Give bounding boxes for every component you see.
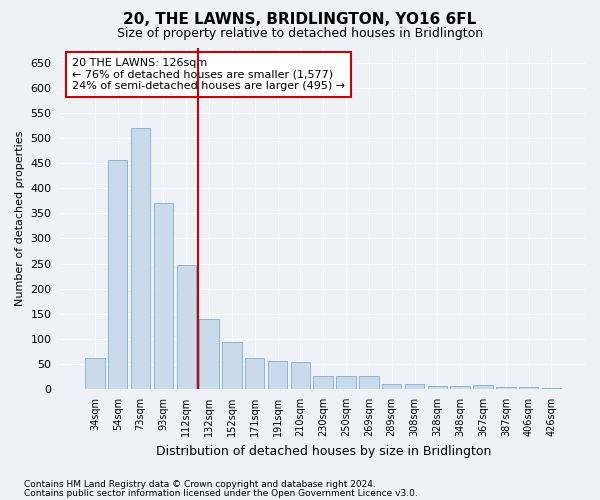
- Text: 20, THE LAWNS, BRIDLINGTON, YO16 6FL: 20, THE LAWNS, BRIDLINGTON, YO16 6FL: [124, 12, 476, 28]
- Bar: [337, 376, 356, 389]
- Bar: [519, 387, 538, 389]
- Bar: [199, 319, 219, 389]
- Bar: [154, 204, 173, 389]
- Bar: [473, 384, 493, 389]
- Bar: [290, 362, 310, 389]
- Text: Size of property relative to detached houses in Bridlington: Size of property relative to detached ho…: [117, 28, 483, 40]
- X-axis label: Distribution of detached houses by size in Bridlington: Distribution of detached houses by size …: [155, 444, 491, 458]
- Bar: [268, 360, 287, 389]
- Bar: [359, 376, 379, 389]
- Bar: [85, 358, 104, 389]
- Bar: [313, 376, 333, 389]
- Bar: [222, 342, 242, 389]
- Text: Contains HM Land Registry data © Crown copyright and database right 2024.: Contains HM Land Registry data © Crown c…: [24, 480, 376, 489]
- Bar: [131, 128, 150, 389]
- Bar: [428, 386, 447, 389]
- Bar: [542, 388, 561, 389]
- Text: Contains public sector information licensed under the Open Government Licence v3: Contains public sector information licen…: [24, 489, 418, 498]
- Bar: [405, 384, 424, 389]
- Y-axis label: Number of detached properties: Number of detached properties: [15, 130, 25, 306]
- Bar: [108, 160, 127, 389]
- Bar: [176, 264, 196, 389]
- Bar: [496, 387, 515, 389]
- Text: 20 THE LAWNS: 126sqm
← 76% of detached houses are smaller (1,577)
24% of semi-de: 20 THE LAWNS: 126sqm ← 76% of detached h…: [72, 58, 345, 91]
- Bar: [451, 386, 470, 389]
- Bar: [382, 384, 401, 389]
- Bar: [245, 358, 265, 389]
